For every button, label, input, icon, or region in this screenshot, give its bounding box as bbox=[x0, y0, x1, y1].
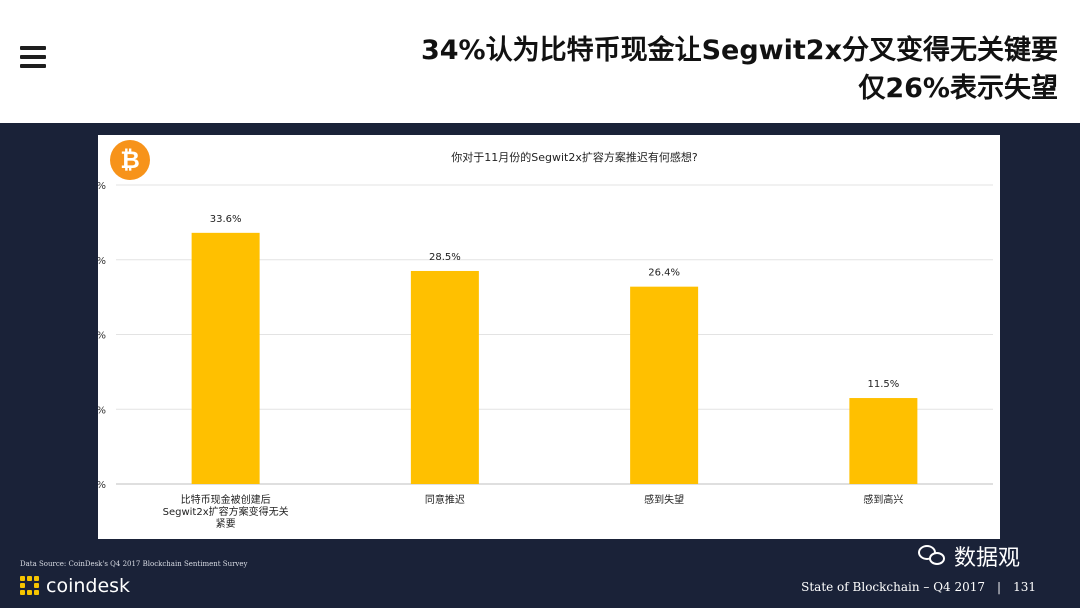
report-name: State of Blockchain – Q4 2017 bbox=[801, 580, 986, 594]
bar bbox=[191, 232, 260, 484]
title-line-2: 仅26%表示失望 bbox=[858, 73, 1058, 104]
x-tick-label: 感到失望 bbox=[644, 493, 684, 506]
x-tick-label: Segwit2x扩容方案变得无关 bbox=[163, 505, 289, 518]
wechat-icon bbox=[918, 543, 948, 569]
bitcoin-icon: ₿ bbox=[110, 140, 150, 180]
y-tick-label: 40% bbox=[98, 181, 106, 192]
data-source: Data Source: CoinDesk's Q4 2017 Blockcha… bbox=[20, 560, 248, 568]
x-tick-label: 紧要 bbox=[216, 518, 236, 530]
y-tick-label: 30% bbox=[98, 256, 106, 267]
y-tick-label: 20% bbox=[98, 331, 106, 342]
bar bbox=[410, 270, 479, 484]
brand-name: coindesk bbox=[46, 575, 131, 597]
title-line-1: 34%认为比特币现金让Segwit2x分叉变得无关键要 bbox=[420, 35, 1058, 66]
coindesk-logo: coindesk bbox=[20, 574, 130, 598]
bar-chart: 你对于11月份的Segwit2x扩容方案推迟有何感想? 0% 10% 20% 30% 40… bbox=[98, 150, 993, 530]
data-label: 11.5% bbox=[867, 379, 899, 390]
bar bbox=[849, 398, 918, 484]
menu-icon[interactable] bbox=[20, 46, 46, 68]
x-tick-label: 同意推迟 bbox=[425, 493, 465, 506]
wechat-watermark: 数据观 bbox=[918, 540, 1020, 572]
slide-header: 34%认为比特币现金让Segwit2x分叉变得无关键要 仅26%表示失望 bbox=[0, 0, 1080, 123]
page-number: 131 bbox=[1013, 580, 1036, 594]
slide-title: 34%认为比特币现金让Segwit2x分叉变得无关键要 仅26%表示失望 bbox=[421, 32, 1058, 108]
bar bbox=[630, 286, 699, 484]
y-tick-label: 10% bbox=[98, 405, 106, 416]
wechat-account-name: 数据观 bbox=[954, 546, 1021, 571]
x-tick-label: 比特币现金被创建后 bbox=[181, 493, 271, 506]
report-footer: State of Blockchain – Q4 2017 | 131 bbox=[801, 580, 1036, 594]
data-label: 33.6% bbox=[210, 214, 242, 225]
coindesk-icon bbox=[20, 576, 40, 596]
data-label: 28.5% bbox=[429, 252, 461, 263]
footer-separator: | bbox=[997, 580, 1002, 594]
chart-title: 你对于11月份的Segwit2x扩容方案推迟有何感想? bbox=[451, 150, 698, 164]
data-label: 26.4% bbox=[648, 268, 680, 279]
y-tick-label: 0% bbox=[98, 480, 106, 491]
x-tick-label: 感到高兴 bbox=[863, 493, 903, 506]
